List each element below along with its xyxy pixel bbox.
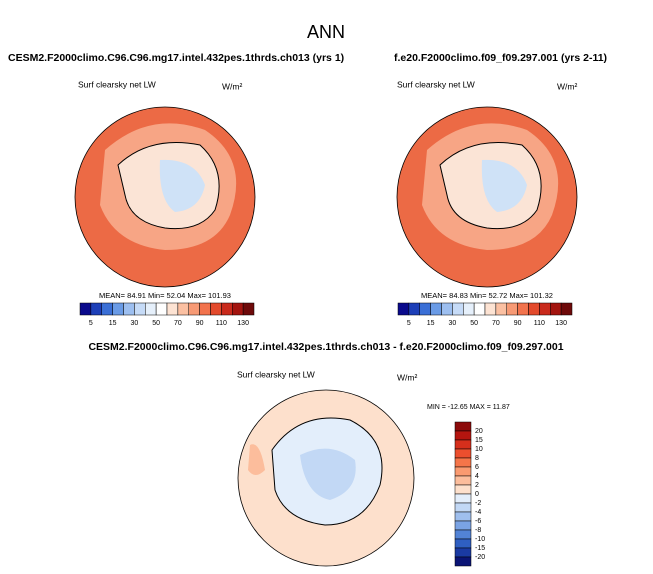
colorbar-box xyxy=(454,421,472,432)
colorbar-box xyxy=(454,466,472,477)
colorbar-box xyxy=(112,302,124,316)
colorbar-box xyxy=(221,302,233,316)
stats-label: MEAN= 84.91 Min= 52.04 Max= 101.93 xyxy=(99,291,231,300)
colorbar-box xyxy=(454,448,472,459)
colorbar-label: -6 xyxy=(475,518,481,525)
colorbar-box xyxy=(528,302,540,316)
colorbar-box xyxy=(454,493,472,504)
colorbar-label: 110 xyxy=(216,320,227,327)
colorbar-box xyxy=(454,430,472,441)
colorbar-box xyxy=(454,529,472,540)
colorbar-label: 50 xyxy=(470,320,478,327)
map xyxy=(74,106,256,288)
colorbar-box xyxy=(454,511,472,522)
stats-label: MEAN= 84.83 Min= 52.72 Max= 101.32 xyxy=(421,291,553,300)
colorbar-box xyxy=(517,302,529,316)
colorbar-label: -2 xyxy=(475,500,481,507)
colorbar-box xyxy=(419,302,431,316)
colorbar-label: 15 xyxy=(475,437,483,444)
colorbar-box xyxy=(242,302,255,316)
colorbar-label: 130 xyxy=(237,320,249,327)
colorbar-label: 70 xyxy=(492,320,500,327)
colorbar-label: 5 xyxy=(407,320,411,327)
colorbar-box xyxy=(454,520,472,531)
colorbar-box xyxy=(506,302,518,316)
map xyxy=(396,106,578,288)
colorbar-box xyxy=(123,302,135,316)
colorbar-label: 4 xyxy=(475,473,479,480)
colorbar-box xyxy=(560,302,573,316)
colorbar-box xyxy=(166,302,179,316)
colorbar-label: 50 xyxy=(152,320,160,327)
panel-title: CESM2.F2000climo.C96.C96.mg17.intel.432p… xyxy=(88,341,563,353)
colorbar-label: 130 xyxy=(555,320,567,327)
colorbar-box xyxy=(452,302,464,316)
colorbar-box xyxy=(408,302,420,316)
colorbar-box xyxy=(463,302,475,316)
colorbar-box xyxy=(473,302,486,316)
colorbar-box xyxy=(454,547,472,558)
colorbar-label: 6 xyxy=(475,464,479,471)
colorbar-box xyxy=(397,302,410,316)
colorbar-box xyxy=(177,302,189,316)
colorbar-box xyxy=(454,502,472,513)
colorbar-label: 15 xyxy=(109,320,117,327)
colorbar-box xyxy=(441,302,453,316)
colorbar-label: -15 xyxy=(475,545,485,552)
colorbar-box xyxy=(454,538,472,549)
colorbar-label: 110 xyxy=(534,320,545,327)
colorbar-box xyxy=(101,302,113,316)
colorbar-box xyxy=(155,302,168,316)
units-label: W/m² xyxy=(222,81,242,91)
colorbar-box xyxy=(199,302,211,316)
colorbar-box xyxy=(539,302,551,316)
colorbar-box xyxy=(90,302,102,316)
colorbar-label: -4 xyxy=(475,509,481,516)
colorbar-box xyxy=(495,302,507,316)
colorbar-label: -20 xyxy=(475,554,485,561)
colorbar-label: 5 xyxy=(89,320,93,327)
colorbar-label: 90 xyxy=(514,320,522,327)
colorbar-label: 8 xyxy=(475,455,479,462)
panel-title: f.e20.F2000climo.f09_f09.297.001 (yrs 2-… xyxy=(394,52,607,64)
units-label: W/m² xyxy=(397,372,417,382)
stats-label: MIN = -12.65 MAX = 11.87 xyxy=(427,404,510,411)
colorbar-label: 30 xyxy=(130,320,138,327)
variable-label: Surf clearsky net LW xyxy=(78,79,156,89)
colorbar-box xyxy=(232,302,244,316)
colorbar-box xyxy=(134,302,146,316)
colorbar-label: -8 xyxy=(475,527,481,534)
colorbar-label: 30 xyxy=(448,320,456,327)
colorbar-label: 20 xyxy=(475,428,483,435)
colorbar-label: -10 xyxy=(475,536,485,543)
colorbar-label: 0 xyxy=(475,491,479,498)
panel-title: CESM2.F2000climo.C96.C96.mg17.intel.432p… xyxy=(8,52,344,64)
colorbar-label: 70 xyxy=(174,320,182,327)
colorbar-box xyxy=(454,439,472,450)
colorbar-label: 15 xyxy=(427,320,435,327)
colorbar-box xyxy=(188,302,200,316)
colorbar-box xyxy=(484,302,497,316)
colorbar-label: 10 xyxy=(475,446,483,453)
colorbar-box xyxy=(210,302,222,316)
colorbar-label: 2 xyxy=(475,482,479,489)
map xyxy=(237,389,415,567)
colorbar-box xyxy=(145,302,157,316)
colorbar-box xyxy=(79,302,92,316)
figure-title: ANN xyxy=(307,22,345,42)
colorbar-box xyxy=(430,302,442,316)
colorbar-label: 90 xyxy=(196,320,204,327)
variable-label: Surf clearsky net LW xyxy=(237,369,315,379)
colorbar-box xyxy=(454,556,472,567)
colorbar-box xyxy=(454,484,472,495)
variable-label: Surf clearsky net LW xyxy=(397,79,475,89)
colorbar-box xyxy=(454,475,472,486)
units-label: W/m² xyxy=(557,81,577,91)
colorbar-box xyxy=(454,457,472,468)
colorbar-box xyxy=(550,302,562,316)
